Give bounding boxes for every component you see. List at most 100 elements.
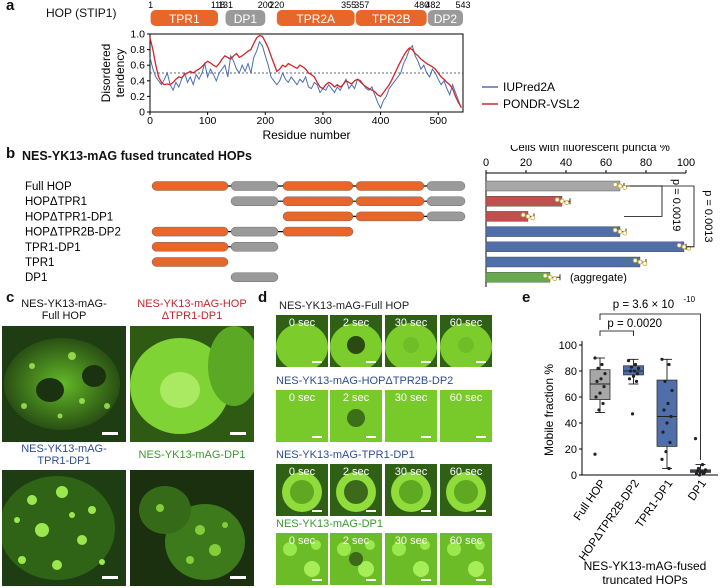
domain-boundary-label: 482 bbox=[425, 0, 440, 10]
box-data-point bbox=[629, 365, 634, 369]
replicate-point bbox=[632, 258, 638, 263]
frap-tile: 60 sec bbox=[440, 315, 492, 367]
x-tick-label: 100 bbox=[199, 115, 217, 127]
box-data-point bbox=[669, 414, 673, 419]
domain-label-dp1: DP1 bbox=[234, 12, 258, 26]
frap-tile: 30 sec bbox=[385, 464, 437, 516]
domain-boundary-label: 200 bbox=[258, 0, 273, 10]
micrograph-full-hop bbox=[2, 326, 126, 442]
bar bbox=[485, 226, 621, 237]
panel-letter-a: a bbox=[6, 0, 15, 14]
frap-tile: 60 sec bbox=[440, 533, 492, 585]
panel-c-label-3-line1: NES-YK13-mAG- bbox=[21, 443, 107, 455]
domain-label-tpr2a: TPR2A bbox=[296, 12, 335, 26]
legend-label-pondr-vsl2: PONDR-VSL2 bbox=[503, 97, 580, 111]
protein-label: HOP (STIP1) bbox=[46, 6, 117, 20]
x-tick-label: 400 bbox=[372, 115, 390, 127]
replicate-point bbox=[530, 215, 536, 221]
construct-segment-dp2 bbox=[426, 181, 466, 191]
construct-segment-dp1 bbox=[230, 181, 279, 191]
micrograph-dp1 bbox=[130, 470, 254, 586]
time-label: 30 sec bbox=[394, 466, 428, 478]
domain-boundary-label: 131 bbox=[218, 0, 233, 10]
time-label: 2 sec bbox=[342, 535, 370, 547]
box-y-tick-label: 60 bbox=[565, 392, 577, 404]
frap-tile: 0 sec bbox=[276, 464, 328, 516]
sig-bracket-1 bbox=[624, 185, 663, 217]
time-label: 0 sec bbox=[288, 392, 316, 404]
box-data-point bbox=[662, 408, 666, 412]
frap-row-label: NES-YK13-mAG-TPR1-DP1 bbox=[276, 449, 415, 461]
construct-segment-tpr2a bbox=[282, 211, 354, 222]
box-data-point bbox=[695, 469, 700, 473]
construct-label: HOPΔTPR1 bbox=[25, 196, 87, 208]
domain-boundary-label: 357 bbox=[354, 0, 369, 10]
replicate-point bbox=[617, 183, 623, 189]
bar-x-tick-label: 20 bbox=[520, 157, 532, 169]
domain-boundary-label: 118 bbox=[211, 0, 225, 10]
frap-tile: 0 sec bbox=[276, 315, 328, 367]
bar-x-axis-label: Cells with fluorescent puncta % bbox=[510, 145, 670, 154]
replicate-point bbox=[681, 244, 687, 250]
box-data-point bbox=[631, 374, 636, 378]
box-data-point bbox=[698, 470, 703, 474]
replicate-point bbox=[525, 214, 531, 219]
bar-x-tick-label: 40 bbox=[560, 157, 572, 169]
frap-row-label: NES-YK13-mAG-Full HOP bbox=[279, 300, 410, 312]
y-tick-label: 0.4 bbox=[130, 75, 145, 87]
bar bbox=[485, 271, 551, 283]
p-value-0013: p = 0.0013 bbox=[702, 190, 714, 242]
panel-c-label-3: NES-YK13-mAG- TPR1-DP1 bbox=[0, 443, 128, 467]
replicate-point bbox=[622, 185, 628, 190]
replicate-point bbox=[612, 227, 618, 233]
construct-segment-dp2 bbox=[426, 211, 466, 222]
replicate-point bbox=[564, 200, 570, 206]
box-data-point bbox=[703, 468, 708, 472]
box-y-tick-label: 0 bbox=[571, 470, 577, 482]
replicate-point bbox=[686, 245, 692, 251]
box-y-tick-label: 20 bbox=[565, 444, 577, 456]
construct-segment-dp1 bbox=[230, 242, 279, 252]
domain-label-dp2: DP2 bbox=[434, 12, 458, 26]
panel-c-label-1-line2: Full HOP bbox=[41, 310, 87, 322]
domain-dp1 bbox=[225, 10, 266, 26]
y-axis-label-line1: Disordered bbox=[99, 44, 113, 103]
bar-x-tick-label: 60 bbox=[600, 157, 612, 169]
domain-boundary-label: 1 bbox=[148, 0, 153, 10]
box-data-point bbox=[667, 362, 671, 367]
panel-c-label-2: NES-YK13-mAG-HOP ΔTPR1-DP1 bbox=[128, 298, 256, 322]
box-data-point bbox=[593, 452, 597, 456]
micrograph-hop-dtpr1-dp1 bbox=[130, 326, 254, 442]
box-data-point bbox=[661, 430, 665, 434]
box-data-point bbox=[666, 401, 670, 406]
box-data-point bbox=[595, 379, 599, 383]
panel-c-label-1-line1: NES-YK13-mAG- bbox=[21, 298, 107, 310]
box-sig-bracket-1 bbox=[599, 330, 634, 336]
legend-label-iupred2a: IUPred2A bbox=[503, 80, 555, 94]
replicate-point bbox=[617, 229, 623, 234]
construct-label: HOPΔTPR2B-DP2 bbox=[25, 227, 121, 239]
box-y-tick-label: 100 bbox=[559, 340, 577, 352]
box-data-point bbox=[594, 395, 598, 399]
box-data-point bbox=[665, 421, 669, 425]
box-data-point bbox=[603, 372, 607, 376]
box-y-tick-label: 40 bbox=[565, 418, 577, 430]
box-data-point bbox=[596, 366, 600, 370]
box-data-point bbox=[697, 473, 702, 477]
frap-tile: 2 sec bbox=[330, 464, 382, 516]
box-data-point bbox=[632, 369, 637, 373]
box-data-point bbox=[602, 385, 606, 389]
box-x-axis-label-line1: NES-YK13-mAG-fused bbox=[584, 559, 707, 573]
box-data-point bbox=[668, 440, 672, 445]
time-label: 60 sec bbox=[449, 392, 483, 404]
domain-tpr1 bbox=[150, 10, 219, 26]
frap-row-label: NES-YK13-mAG-DP1 bbox=[276, 518, 383, 530]
frap-tile: 30 sec bbox=[385, 533, 437, 585]
replicate-point bbox=[642, 261, 648, 266]
construct-segment-dp1 bbox=[230, 272, 279, 282]
domain-boundary-label: 480 bbox=[414, 0, 429, 10]
construct-label: Full HOP bbox=[25, 181, 72, 193]
p-value-0019: p = 0.0019 bbox=[670, 179, 682, 231]
